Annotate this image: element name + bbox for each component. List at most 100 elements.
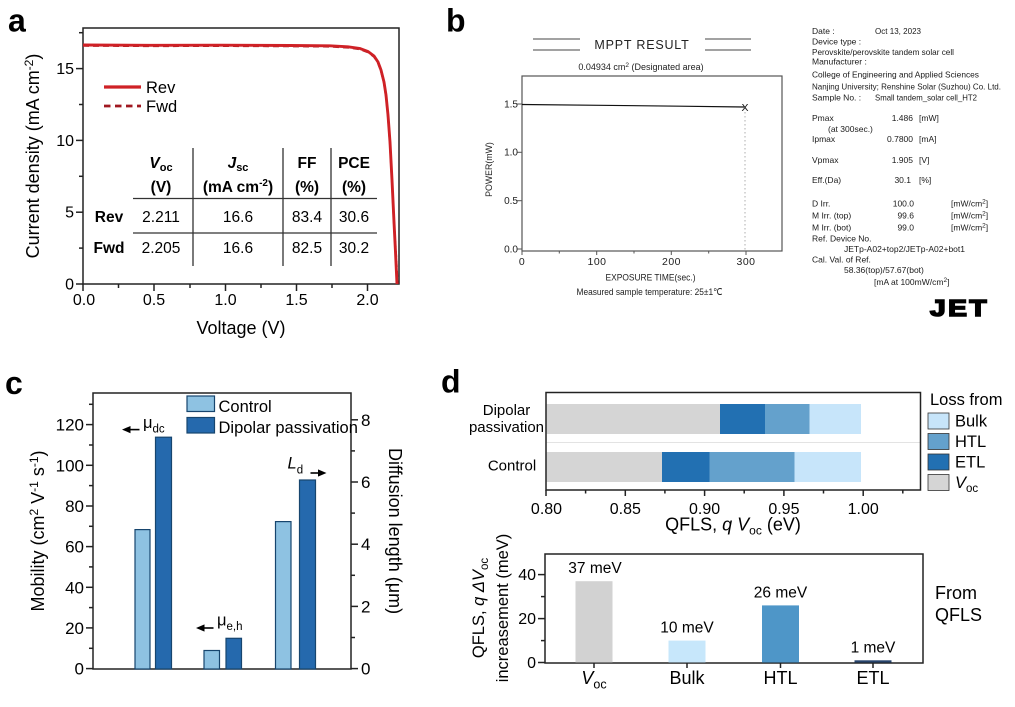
svg-text:5: 5	[65, 205, 74, 222]
svg-text:1.486: 1.486	[892, 113, 914, 123]
svg-text:0.5: 0.5	[143, 292, 165, 309]
svg-text:Ref. Device No.: Ref. Device No.	[812, 234, 872, 244]
svg-text:99.0: 99.0	[897, 223, 914, 233]
svg-text:100: 100	[56, 456, 84, 475]
svg-text:HTL: HTL	[955, 433, 986, 451]
svg-text:16.6: 16.6	[223, 240, 253, 257]
svg-text:8: 8	[361, 411, 370, 430]
svg-text:PCE: PCE	[338, 155, 370, 172]
svg-text:16.6: 16.6	[223, 209, 253, 226]
svg-text:40: 40	[65, 578, 84, 597]
svg-text:[mA at 100mW/cm2]: [mA at 100mW/cm2]	[874, 277, 949, 287]
svg-text:From: From	[935, 583, 977, 603]
svg-text:82.5: 82.5	[292, 240, 322, 257]
svg-text:Diffusion length (μm): Diffusion length (μm)	[385, 448, 405, 614]
svg-text:Dipolar passivation: Dipolar passivation	[219, 419, 358, 437]
svg-text:30.2: 30.2	[339, 240, 369, 257]
svg-text:58.36(top)/57.67(bot): 58.36(top)/57.67(bot)	[844, 265, 924, 275]
svg-text:Perovskite/perovskite tandem s: Perovskite/perovskite tandem solar cell	[812, 47, 954, 57]
svg-text:Dipolar: Dipolar	[483, 402, 531, 419]
svg-text:Vpmax: Vpmax	[812, 155, 839, 165]
svg-text:Rev: Rev	[95, 209, 124, 226]
svg-text:120: 120	[56, 416, 84, 435]
svg-text:POWER(mW): POWER(mW)	[484, 142, 494, 197]
svg-text:6: 6	[361, 473, 370, 492]
svg-text:Device type :: Device type :	[812, 37, 861, 47]
svg-text:EXPOSURE TIME(sec.): EXPOSURE TIME(sec.)	[606, 273, 696, 284]
svg-text:100: 100	[587, 256, 606, 268]
svg-text:D Irr.: D Irr.	[812, 199, 830, 209]
svg-text:0.95: 0.95	[768, 501, 799, 518]
svg-text:Voc: Voc	[149, 155, 172, 174]
svg-text:0.85: 0.85	[610, 501, 641, 518]
svg-text:ETL: ETL	[955, 454, 985, 472]
svg-text:(%): (%)	[342, 179, 366, 196]
svg-text:QFLS, q ΔVoc: QFLS, q ΔVoc	[470, 558, 491, 659]
svg-text:(mA cm-2): (mA cm-2)	[203, 178, 273, 196]
svg-text:QFLS, q Voc (eV): QFLS, q Voc (eV)	[665, 515, 801, 538]
svg-text:b: b	[446, 3, 466, 39]
svg-text:4: 4	[361, 535, 370, 554]
svg-text:Cal. Val. of Ref.: Cal. Val. of Ref.	[812, 255, 871, 265]
svg-text:(%): (%)	[295, 179, 319, 196]
svg-text:Manufacturer :: Manufacturer :	[812, 57, 867, 67]
svg-text:Control: Control	[488, 458, 536, 475]
svg-text:[V]: [V]	[919, 155, 929, 165]
svg-text:15: 15	[56, 61, 74, 78]
svg-text:20: 20	[65, 619, 84, 638]
svg-text:Eff.(Da): Eff.(Da)	[812, 175, 841, 185]
svg-text:26 meV: 26 meV	[754, 585, 808, 602]
svg-text:30.1: 30.1	[894, 175, 911, 185]
svg-text:Measured sample temperature: 2: Measured sample temperature: 25±1℃	[577, 287, 723, 298]
svg-text:2: 2	[361, 597, 370, 616]
svg-text:Bulk: Bulk	[955, 413, 988, 431]
svg-text:c: c	[5, 365, 23, 401]
svg-text:2.211: 2.211	[142, 209, 180, 226]
svg-text:Current density (mA cm-2): Current density (mA cm-2)	[22, 54, 43, 259]
svg-text:Sample No. :: Sample No. :	[812, 93, 861, 103]
svg-text:0.7800: 0.7800	[887, 134, 913, 144]
svg-text:0: 0	[361, 660, 370, 679]
svg-text:Oct 13, 2023: Oct 13, 2023	[875, 26, 921, 36]
svg-text:0.0: 0.0	[73, 292, 95, 309]
svg-text:[mA]: [mA]	[919, 134, 936, 144]
svg-text:[mW/cm2]: [mW/cm2]	[951, 223, 988, 233]
svg-text:40: 40	[518, 567, 536, 584]
svg-text:Date :: Date :	[812, 26, 835, 36]
svg-text:M Irr. (top): M Irr. (top)	[812, 211, 851, 221]
svg-text:Loss from: Loss from	[930, 391, 1002, 409]
svg-text:(at 300sec.): (at 300sec.)	[828, 124, 873, 134]
svg-text:a: a	[8, 3, 26, 39]
svg-text:99.6: 99.6	[897, 211, 914, 221]
svg-text:1.905: 1.905	[892, 155, 914, 165]
svg-text:College of Engineering and App: College of Engineering and Applied Scien…	[812, 70, 979, 80]
svg-text:30.6: 30.6	[339, 209, 369, 226]
svg-text:MPPT RESULT: MPPT RESULT	[594, 38, 689, 52]
svg-text:0: 0	[527, 655, 536, 672]
svg-text:100.0: 100.0	[893, 199, 915, 209]
svg-text:0.5: 0.5	[504, 196, 518, 207]
svg-text:1.5: 1.5	[504, 100, 518, 111]
svg-text:10 meV: 10 meV	[660, 620, 714, 637]
svg-text:0.90: 0.90	[689, 501, 720, 518]
svg-text:M Irr. (bot): M Irr. (bot)	[812, 223, 851, 233]
svg-text:83.4: 83.4	[292, 209, 323, 226]
svg-text:d: d	[441, 364, 461, 400]
svg-text:60: 60	[65, 538, 84, 557]
svg-text:2.0: 2.0	[356, 292, 378, 309]
svg-text:1 meV: 1 meV	[851, 640, 896, 657]
svg-text:0.80: 0.80	[531, 501, 562, 518]
svg-text:[mW/cm2]: [mW/cm2]	[951, 199, 988, 209]
svg-text:200: 200	[662, 256, 681, 268]
svg-text:Rev: Rev	[146, 79, 176, 97]
svg-text:Control: Control	[219, 398, 272, 416]
svg-text:Fwd: Fwd	[146, 98, 177, 116]
svg-text:0.0: 0.0	[504, 245, 518, 256]
svg-text:QFLS: QFLS	[935, 605, 982, 625]
svg-text:JETp-A02+top2/JETp-A02+bot1: JETp-A02+top2/JETp-A02+bot1	[844, 244, 965, 254]
svg-text:1.0: 1.0	[214, 292, 236, 309]
svg-text:300: 300	[736, 256, 755, 268]
svg-text:Small tandem_solar cell_HT2: Small tandem_solar cell_HT2	[875, 93, 977, 103]
svg-text:Voltage (V): Voltage (V)	[196, 318, 285, 338]
svg-text:X: X	[741, 102, 748, 114]
